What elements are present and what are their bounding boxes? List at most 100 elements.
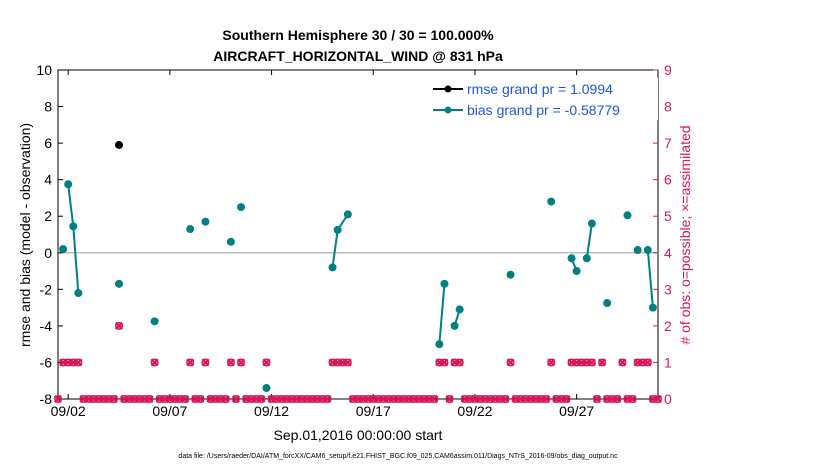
obs-possible-point — [343, 358, 352, 367]
y-left-tick-label: 8 — [44, 99, 52, 115]
obs-assimilated-point — [587, 358, 596, 367]
obs-assimilated-point — [343, 358, 352, 367]
obs-assimilated-point — [262, 358, 271, 367]
bias-point — [582, 254, 591, 263]
y-left-tick-label: -2 — [40, 281, 53, 297]
obs-possible-point — [511, 394, 520, 403]
obs-possible-point — [399, 394, 408, 403]
obs-possible-point — [120, 394, 129, 403]
obs-possible-point — [216, 394, 225, 403]
obs-possible-point — [567, 358, 576, 367]
obs-possible-point — [648, 394, 657, 403]
obs-assimilated-point — [542, 395, 551, 403]
obs-assimilated-point — [186, 358, 195, 367]
obs-possible-point — [308, 394, 317, 403]
obs-possible-point — [516, 394, 525, 403]
y-axis-left-label: rmse and bias (model - observation) — [17, 123, 33, 347]
obs-possible-point — [470, 394, 479, 403]
obs-possible-point — [389, 394, 398, 403]
obs-possible-point — [608, 394, 617, 403]
bias-point — [450, 321, 459, 330]
obs-possible-point — [165, 394, 174, 403]
obs-assimilated-point — [196, 395, 205, 403]
x-tick-label: 09/02 — [51, 403, 86, 419]
y-axis-right-label: # of obs: o=possible; ×=assimilated — [677, 125, 693, 344]
bias-point — [262, 384, 271, 393]
obs-assimilated-point — [54, 395, 62, 403]
obs-assimilated-point — [221, 395, 230, 403]
obs-possible-point — [115, 321, 124, 330]
obs-possible-point — [476, 394, 485, 403]
legend-bias-label: bias grand pr = -0.58779 — [467, 102, 620, 118]
x-tick-label: 09/07 — [152, 403, 187, 419]
bias-point — [237, 203, 246, 212]
bias-point — [150, 317, 159, 326]
obs-possible-point — [145, 394, 154, 403]
obs-possible-point — [318, 394, 327, 403]
bias-point — [567, 254, 576, 263]
obs-possible-point — [170, 394, 179, 403]
obs-possible-point — [526, 394, 535, 403]
obs-possible-point — [455, 358, 464, 367]
obs-possible-point — [577, 358, 586, 367]
obs-possible-point — [496, 394, 505, 403]
bias-point — [74, 288, 83, 297]
legend-box — [428, 78, 658, 120]
obs-possible-point — [252, 394, 261, 403]
obs-possible-point — [176, 394, 185, 403]
obs-assimilated-point — [643, 358, 652, 367]
bias-point — [343, 210, 352, 219]
x-tick-label: 09/27 — [559, 403, 594, 419]
bias-point — [69, 222, 78, 231]
bias-point — [455, 305, 464, 314]
bias-point — [572, 267, 581, 276]
obs-possible-point — [623, 394, 632, 403]
obs-possible-point — [186, 358, 195, 367]
obs-possible-point — [359, 394, 368, 403]
obs-possible-point — [191, 394, 200, 403]
obs-possible-point — [394, 394, 403, 403]
obs-possible-point — [109, 394, 118, 403]
obs-possible-point — [282, 394, 291, 403]
obs-assimilated-point — [181, 395, 190, 403]
obs-assimilated-point — [226, 358, 235, 367]
obs-possible-point — [328, 358, 337, 367]
obs-possible-point — [348, 394, 357, 403]
bias-point — [333, 225, 342, 234]
bias-point — [201, 217, 210, 226]
obs-possible-point — [582, 358, 591, 367]
obs-possible-point — [130, 394, 139, 403]
obs-possible-point — [211, 394, 220, 403]
y-right-tick-label: 5 — [664, 208, 672, 224]
obs-assimilated-point — [440, 358, 449, 367]
obs-assimilated-point — [109, 395, 118, 403]
obs-possible-point — [440, 358, 449, 367]
obs-possible-point — [160, 394, 169, 403]
bias-point — [603, 299, 612, 308]
rmse-point — [115, 140, 124, 149]
x-tick-label: 09/22 — [457, 403, 492, 419]
plot-area: -8 -6 -4 -2 0 2 4 6 8 10 0 1 2 3 4 5 6 7 8 9 09/02 09/07 09/12… — [36, 62, 672, 419]
obs-possible-point — [506, 358, 515, 367]
obs-possible-point — [379, 394, 388, 403]
obs-assimilated-point — [618, 358, 627, 367]
y-right-tick-label: 9 — [664, 62, 672, 78]
y-right-tick-label: 3 — [664, 281, 672, 297]
obs-possible-point — [206, 394, 215, 403]
obs-possible-point — [521, 394, 530, 403]
obs-possible-point — [303, 394, 312, 403]
obs-assimilated-point — [145, 395, 154, 403]
obs-possible-point — [364, 394, 373, 403]
obs-possible-point — [64, 358, 73, 367]
obs-possible-point — [353, 394, 362, 403]
obs-possible-point — [572, 358, 581, 367]
obs-assimilated-point — [506, 358, 515, 367]
obs-possible-point — [125, 394, 134, 403]
obs-possible-point — [84, 394, 93, 403]
chart-subtitle: AIRCRAFT_HORIZONTAL_WIND @ 831 hPa — [213, 48, 503, 64]
y-right-tick-label: 6 — [664, 172, 672, 188]
obs-assimilated-point — [237, 358, 246, 367]
obs-possible-point — [59, 358, 68, 367]
obs-possible-point — [547, 358, 556, 367]
obs-possible-point — [404, 394, 413, 403]
